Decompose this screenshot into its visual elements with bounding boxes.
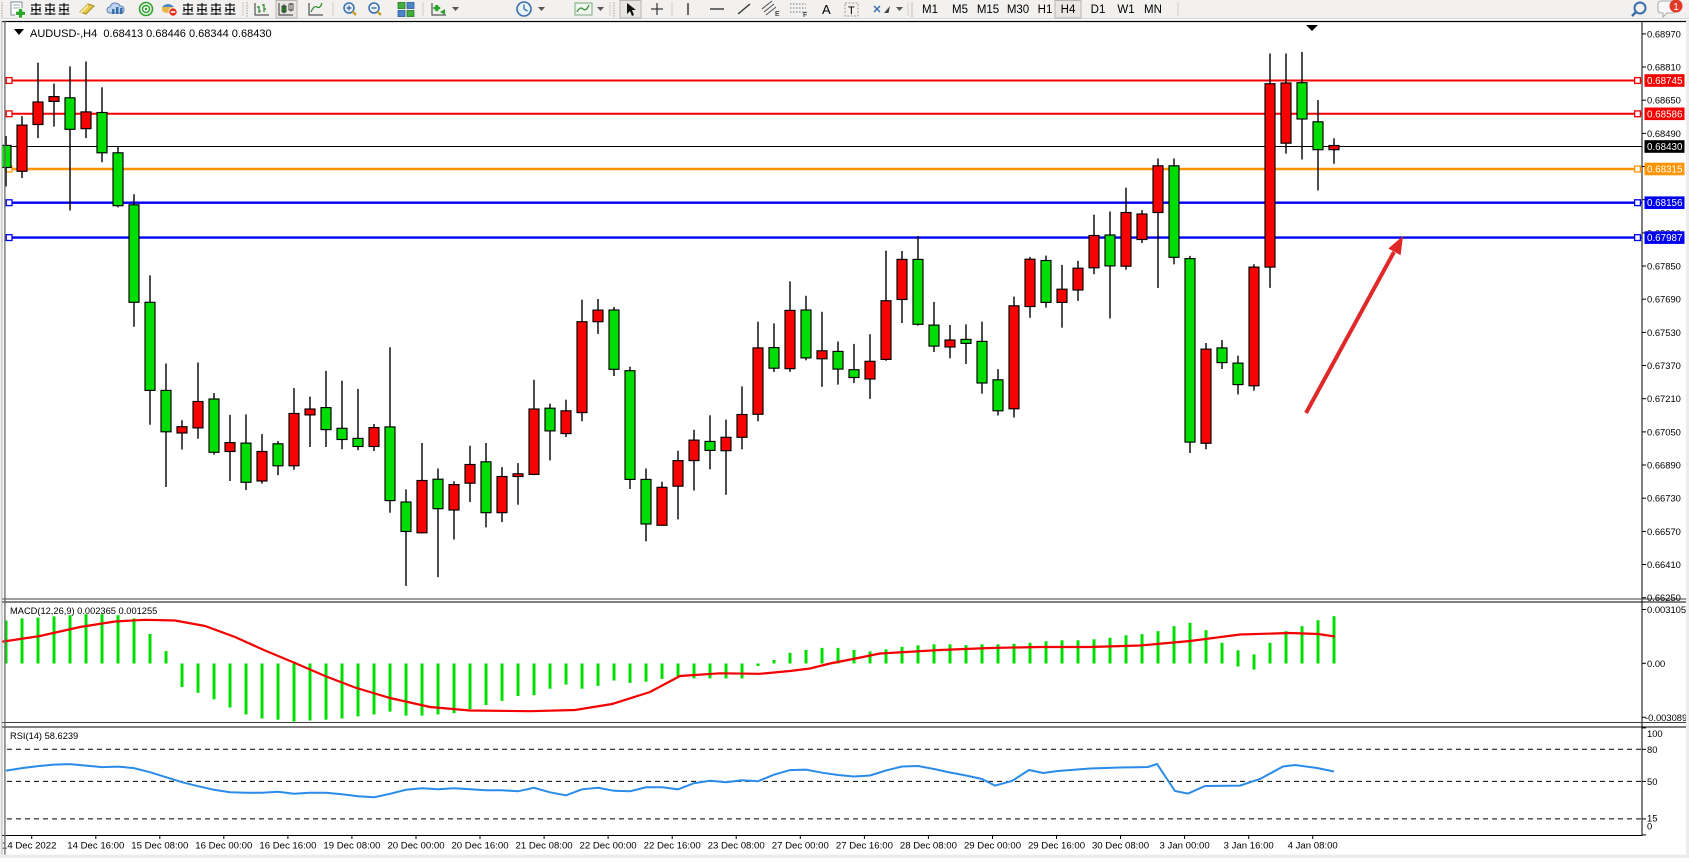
svg-text:-0.003089: -0.003089 bbox=[1645, 712, 1687, 723]
svg-text:27 Dec 00:00: 27 Dec 00:00 bbox=[772, 841, 829, 852]
svg-text:0.66730: 0.66730 bbox=[1647, 493, 1681, 504]
svg-text:0.68586: 0.68586 bbox=[1647, 109, 1683, 120]
svg-text:0.67690: 0.67690 bbox=[1647, 294, 1681, 305]
svg-text:M30: M30 bbox=[1007, 4, 1029, 16]
svg-text:H4: H4 bbox=[1061, 4, 1076, 16]
svg-text:23 Dec 08:00: 23 Dec 08:00 bbox=[708, 841, 765, 852]
svg-text:14 Dec 16:00: 14 Dec 16:00 bbox=[67, 841, 124, 852]
svg-text:E: E bbox=[775, 11, 780, 18]
svg-text:0.68810: 0.68810 bbox=[1647, 62, 1681, 73]
svg-text:D1: D1 bbox=[1091, 4, 1106, 16]
svg-text:0.68430: 0.68430 bbox=[1647, 142, 1683, 153]
svg-text:T: T bbox=[848, 5, 855, 17]
svg-text:1: 1 bbox=[1673, 2, 1679, 13]
svg-text:27 Dec 16:00: 27 Dec 16:00 bbox=[836, 841, 893, 852]
svg-text:21 Dec 08:00: 21 Dec 08:00 bbox=[516, 841, 573, 852]
svg-text:14 Dec 2022: 14 Dec 2022 bbox=[2, 841, 56, 852]
svg-text:W1: W1 bbox=[1117, 4, 1134, 16]
svg-text:50: 50 bbox=[1647, 776, 1657, 787]
svg-text:H1: H1 bbox=[1038, 4, 1053, 16]
svg-text:19 Dec 08:00: 19 Dec 08:00 bbox=[323, 841, 380, 852]
svg-text:28 Dec 08:00: 28 Dec 08:00 bbox=[900, 841, 957, 852]
svg-text:0.66890: 0.66890 bbox=[1647, 460, 1681, 471]
svg-text:0.66410: 0.66410 bbox=[1647, 559, 1681, 570]
svg-text:16 Dec 16:00: 16 Dec 16:00 bbox=[259, 841, 316, 852]
svg-text:0.67987: 0.67987 bbox=[1647, 233, 1682, 244]
svg-text:0.68156: 0.68156 bbox=[1647, 198, 1683, 209]
svg-text:A: A bbox=[822, 2, 831, 17]
svg-text:15 Dec 08:00: 15 Dec 08:00 bbox=[131, 841, 188, 852]
svg-text:0.67850: 0.67850 bbox=[1647, 261, 1681, 272]
svg-text:29 Dec 00:00: 29 Dec 00:00 bbox=[964, 841, 1021, 852]
svg-text:29 Dec 16:00: 29 Dec 16:00 bbox=[1028, 841, 1085, 852]
svg-text:0.67050: 0.67050 bbox=[1647, 426, 1681, 437]
svg-text:15: 15 bbox=[1647, 813, 1657, 824]
svg-text:0.66570: 0.66570 bbox=[1647, 526, 1681, 537]
svg-text:20 Dec 16:00: 20 Dec 16:00 bbox=[451, 841, 508, 852]
svg-text:0.003105: 0.003105 bbox=[1647, 604, 1686, 615]
svg-text:0.67210: 0.67210 bbox=[1647, 393, 1681, 404]
svg-text:F: F bbox=[803, 12, 807, 19]
svg-text:3 Jan 16:00: 3 Jan 16:00 bbox=[1224, 841, 1274, 852]
svg-text:3 Jan 00:00: 3 Jan 00:00 bbox=[1160, 841, 1210, 852]
svg-text:M5: M5 bbox=[952, 4, 968, 16]
svg-text:80: 80 bbox=[1647, 744, 1657, 755]
svg-text:100: 100 bbox=[1647, 728, 1663, 739]
svg-text:0.68315: 0.68315 bbox=[1647, 165, 1683, 176]
svg-text:MN: MN bbox=[1144, 4, 1162, 16]
svg-text:M1: M1 bbox=[922, 4, 938, 16]
svg-text:22 Dec 00:00: 22 Dec 00:00 bbox=[580, 841, 637, 852]
svg-text:M15: M15 bbox=[977, 4, 999, 16]
svg-text:0.67530: 0.67530 bbox=[1647, 327, 1681, 338]
svg-text:22 Dec 16:00: 22 Dec 16:00 bbox=[644, 841, 701, 852]
svg-text:4 Jan 08:00: 4 Jan 08:00 bbox=[1288, 841, 1338, 852]
svg-text:0.67370: 0.67370 bbox=[1647, 360, 1681, 371]
svg-text:0.66250: 0.66250 bbox=[1647, 592, 1681, 603]
svg-text:16 Dec 00:00: 16 Dec 00:00 bbox=[195, 841, 252, 852]
svg-text:0: 0 bbox=[1647, 820, 1652, 831]
svg-text:0.68970: 0.68970 bbox=[1647, 28, 1681, 39]
svg-text:MACD(12,26,9) 0.002365 0.00125: MACD(12,26,9) 0.002365 0.001255 bbox=[10, 606, 157, 616]
svg-text:0.68650: 0.68650 bbox=[1647, 95, 1681, 106]
svg-text:AUDUSD-,H4 0.68413 0.68446 0.: AUDUSD-,H4 0.68413 0.68446 0.68344 0.684… bbox=[30, 28, 272, 40]
svg-text:0.68745: 0.68745 bbox=[1647, 76, 1683, 87]
svg-text:0.68490: 0.68490 bbox=[1647, 128, 1681, 139]
svg-text:30 Dec 08:00: 30 Dec 08:00 bbox=[1092, 841, 1149, 852]
svg-text:0.00: 0.00 bbox=[1647, 658, 1665, 669]
svg-text:20 Dec 00:00: 20 Dec 00:00 bbox=[387, 841, 444, 852]
svg-text:RSI(14) 58.6239: RSI(14) 58.6239 bbox=[10, 731, 78, 741]
